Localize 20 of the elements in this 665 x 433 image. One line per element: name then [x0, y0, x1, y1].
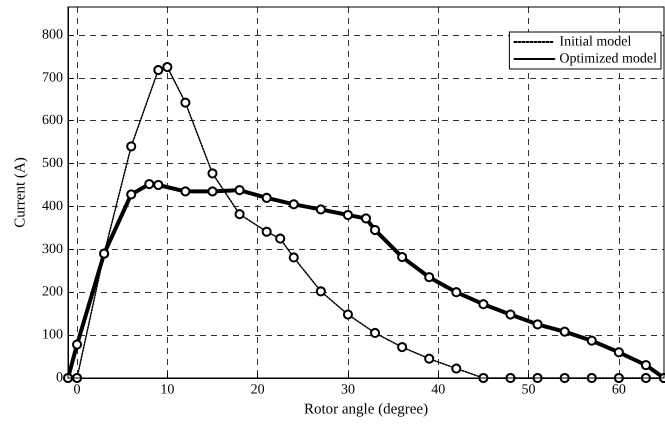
y-axis-title: Current (A) — [12, 157, 28, 228]
legend-label: Initial model — [559, 34, 632, 50]
y-tick-label: 600 — [42, 113, 63, 128]
x-tick-label: 20 — [250, 382, 265, 398]
x-axis-title: Rotor angle (degree) — [304, 401, 428, 418]
y-tick-label: 300 — [42, 242, 63, 257]
legend-label: Optimized model — [559, 52, 658, 66]
y-tick-label: 100 — [42, 328, 63, 343]
y-tick-label: 500 — [42, 156, 63, 172]
x-tick-label: 60 — [612, 382, 626, 398]
y-tick-label: 200 — [42, 284, 63, 300]
y-tick-label: 0 — [56, 370, 63, 386]
y-tick-label: 400 — [42, 198, 63, 214]
x-tick-label: 0 — [74, 382, 81, 398]
x-tick-label: 30 — [340, 382, 355, 398]
y-tick-label: 800 — [42, 27, 63, 42]
x-tick-label: 10 — [160, 382, 174, 398]
x-tick-label: 40 — [431, 382, 446, 398]
x-tick-label: 50 — [522, 382, 536, 398]
y-tick-label: 700 — [42, 70, 63, 86]
